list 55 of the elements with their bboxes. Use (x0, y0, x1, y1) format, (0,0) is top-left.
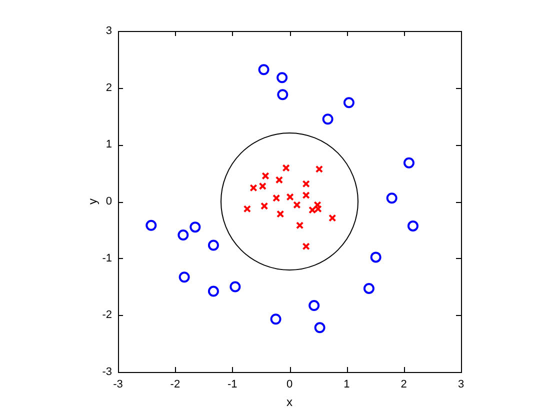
x-axis-title: x (286, 395, 292, 410)
point (286, 193, 294, 201)
point (190, 222, 201, 233)
point (230, 281, 241, 292)
point (293, 201, 301, 209)
point (282, 164, 290, 172)
x-tick-label: 1 (344, 378, 350, 391)
point (250, 184, 258, 192)
point (302, 180, 310, 188)
x-tick-label: 2 (400, 378, 407, 391)
point (370, 252, 382, 263)
y-tick-label: 0 (106, 196, 112, 208)
point (270, 314, 282, 325)
point (208, 240, 219, 251)
point (262, 172, 270, 180)
point (302, 242, 310, 250)
point (178, 230, 189, 241)
point (275, 176, 284, 184)
point (260, 202, 268, 210)
point (322, 114, 334, 125)
y-tick-label: -3 (102, 366, 112, 378)
point (343, 97, 354, 108)
point (328, 214, 336, 222)
point (314, 205, 322, 213)
y-tick-label: 1 (106, 138, 112, 151)
point (178, 272, 190, 283)
point (308, 300, 320, 312)
y-tick-label: -1 (102, 252, 112, 264)
point (276, 72, 288, 84)
point (407, 220, 418, 232)
point (308, 206, 316, 214)
point (314, 201, 322, 209)
y-axis-title: y (86, 198, 100, 204)
point (208, 286, 219, 297)
point (272, 194, 280, 202)
point (315, 165, 324, 173)
point (276, 210, 284, 218)
point (277, 89, 288, 100)
point (243, 205, 252, 213)
y-tick-label: -2 (102, 309, 112, 322)
point (258, 182, 266, 190)
point (363, 282, 374, 294)
y-tick-label: 2 (106, 82, 112, 94)
x-tick-label: 0 (286, 378, 293, 391)
point (296, 222, 304, 230)
point (302, 191, 310, 200)
point (314, 322, 326, 334)
point (403, 157, 414, 168)
x-tick-label: 3 (458, 378, 464, 391)
x-tick-label: -1 (227, 378, 238, 391)
y-tick-label: 3 (106, 25, 112, 38)
x-tick-label: -2 (170, 378, 180, 391)
point (258, 64, 270, 76)
point (386, 192, 398, 204)
point (146, 220, 157, 231)
